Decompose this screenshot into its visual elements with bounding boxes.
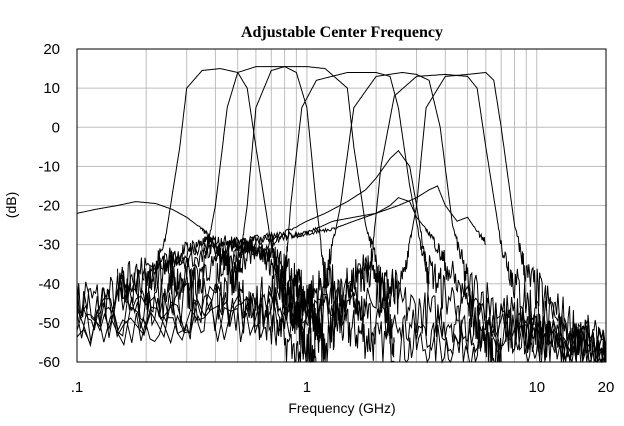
series-line-6 <box>76 73 607 363</box>
y-tick-label: 20 <box>43 41 60 58</box>
y-tick-label: -30 <box>38 237 60 254</box>
x-tick-label: .1 <box>71 379 84 396</box>
y-tick-label: -20 <box>38 198 60 215</box>
y-tick-label: -50 <box>38 315 60 332</box>
series-line-12 <box>168 149 430 295</box>
y-tick-label: 10 <box>43 80 60 97</box>
series-line-13 <box>214 185 487 293</box>
y-tick-labels: 20 10 0 -10 -20 -30 -40 -50 -60 <box>38 41 60 371</box>
series-line-10 <box>117 238 395 363</box>
series-line-8 <box>76 201 308 363</box>
x-tick-labels: .1 1 10 20 <box>71 379 615 396</box>
series-line-9 <box>145 235 317 364</box>
y-tick-label: -60 <box>38 354 60 371</box>
y-tick-label: -40 <box>38 276 60 293</box>
traces <box>76 66 607 364</box>
x-tick-label: 1 <box>303 379 311 396</box>
y-axis-label: (dB) <box>3 192 19 218</box>
x-axis-label: Frequency (GHz) <box>288 400 395 416</box>
plot-frame <box>76 48 607 363</box>
chart-title: Adjustable Center Frequency <box>241 24 443 41</box>
y-tick-label: 0 <box>52 119 60 136</box>
series-line-2 <box>76 66 607 363</box>
series-line-4 <box>76 72 607 363</box>
series-line-3 <box>76 66 607 363</box>
x-tick-label: 20 <box>598 379 615 396</box>
series-line-7 <box>76 71 607 363</box>
x-tick-label: 10 <box>528 379 545 396</box>
y-tick-label: -10 <box>38 158 60 175</box>
